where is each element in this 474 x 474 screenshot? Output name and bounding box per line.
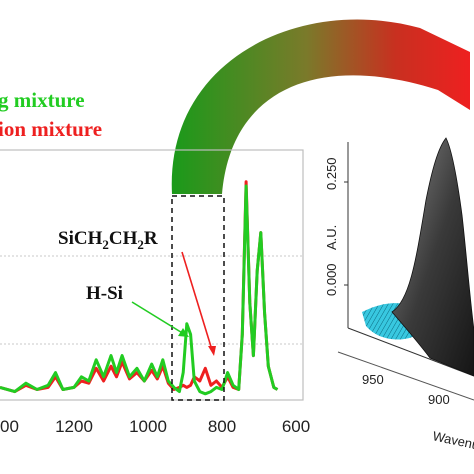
legend-green: g mixture <box>0 88 85 112</box>
surface-axis-base <box>337 351 474 401</box>
x-tick-label: 800 <box>208 417 236 436</box>
series-line-green <box>0 184 279 396</box>
highlight-box <box>171 195 225 401</box>
surface-ytick-0250: 0.250 <box>324 157 339 190</box>
surface-axis-x <box>347 327 474 377</box>
series-line-red <box>0 180 279 394</box>
x-tick-label: 1000 <box>129 417 167 436</box>
surface-ylabel: A.U. <box>324 225 339 250</box>
transition-arc <box>171 19 470 194</box>
x-tick-label: 600 <box>282 417 310 436</box>
x-tick-labels: 1400 1200 1000 800 600 <box>0 417 310 436</box>
surface-ytick-0000: 0.000 <box>324 263 339 296</box>
surface-peak <box>391 137 474 377</box>
legend-red: ion mixture <box>0 117 103 141</box>
surface-xtick-950: 950 <box>362 372 384 387</box>
annotation-h-si: H-Si <box>86 283 123 304</box>
surface-xlabel: Wavenu <box>431 428 474 452</box>
x-tick-label: 1200 <box>55 417 93 436</box>
spectrum-plot: 1400 1200 1000 800 600 <box>0 149 310 436</box>
arrow-h-si <box>131 301 189 337</box>
plot-frame <box>0 149 304 401</box>
surface-plot: 0.250 0.000 A.U. 950 900 Wavenu <box>324 137 474 453</box>
annotation-sich2ch2r: SiCH2CH2R <box>58 228 158 252</box>
arrow-sich2ch2r <box>181 251 216 356</box>
surface-xtick-900: 900 <box>428 392 450 407</box>
x-tick-label: 1400 <box>0 417 19 436</box>
